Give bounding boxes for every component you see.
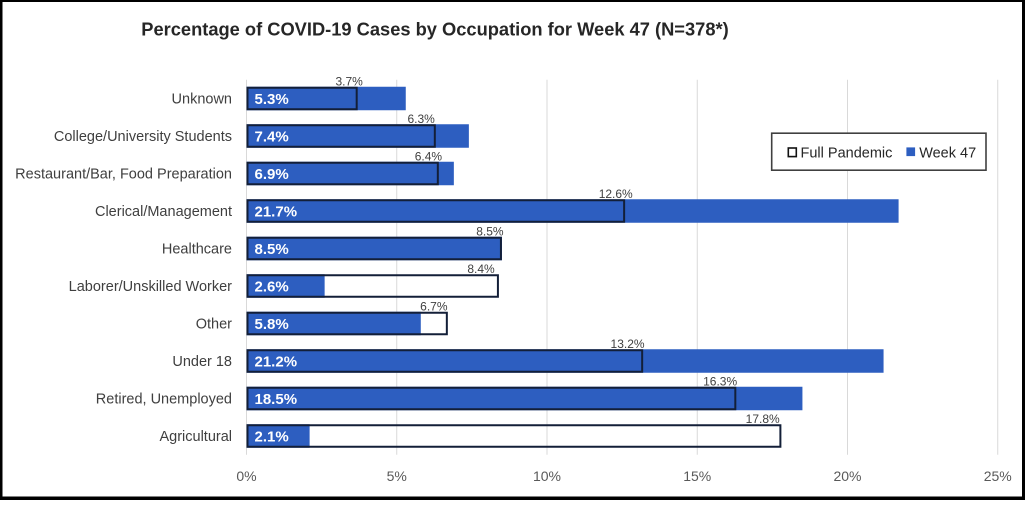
svg-text:6.4%: 6.4% [415,149,443,163]
svg-text:6.7%: 6.7% [420,299,448,313]
svg-text:0%: 0% [236,468,256,484]
svg-text:5%: 5% [387,468,407,484]
svg-text:7.4%: 7.4% [255,129,289,146]
svg-text:Retired, Unemployed: Retired, Unemployed [96,392,232,408]
svg-text:College/University Students: College/University Students [54,129,232,145]
svg-text:Restaurant/Bar, Food Preparati: Restaurant/Bar, Food Preparation [15,167,232,183]
svg-text:16.3%: 16.3% [703,374,737,388]
svg-text:5.8%: 5.8% [255,316,289,333]
svg-text:Agricultural: Agricultural [159,429,232,445]
svg-text:13.2%: 13.2% [611,337,645,351]
svg-text:6.9%: 6.9% [255,166,289,183]
svg-text:15%: 15% [683,468,711,484]
svg-text:3.7%: 3.7% [336,74,364,88]
svg-text:25%: 25% [984,468,1012,484]
svg-text:Other: Other [196,317,232,333]
svg-text:17.8%: 17.8% [746,412,780,426]
svg-text:20%: 20% [833,468,861,484]
svg-text:Under 18: Under 18 [172,354,232,370]
svg-text:21.7%: 21.7% [255,204,298,221]
svg-text:Laborer/Unskilled Worker: Laborer/Unskilled Worker [69,279,232,295]
svg-text:2.6%: 2.6% [255,279,289,296]
svg-text:Full Pandemic: Full Pandemic [801,146,893,162]
svg-text:8.5%: 8.5% [255,241,289,258]
svg-text:10%: 10% [533,468,561,484]
svg-text:Unknown: Unknown [172,92,232,108]
svg-text:6.3%: 6.3% [407,112,435,126]
svg-text:18.5%: 18.5% [255,391,298,408]
svg-text:21.2%: 21.2% [255,354,298,371]
svg-text:12.6%: 12.6% [599,187,633,201]
svg-text:5.3%: 5.3% [255,91,289,108]
svg-text:Week 47: Week 47 [919,146,976,162]
svg-text:2.1%: 2.1% [255,429,289,446]
svg-text:Percentage of COVID-19 Cases b: Percentage of COVID-19 Cases by Occupati… [141,19,728,40]
svg-text:8.5%: 8.5% [476,224,504,238]
svg-text:Healthcare: Healthcare [162,242,232,258]
svg-text:Clerical/Management: Clerical/Management [95,204,232,220]
svg-text:8.4%: 8.4% [467,262,495,276]
